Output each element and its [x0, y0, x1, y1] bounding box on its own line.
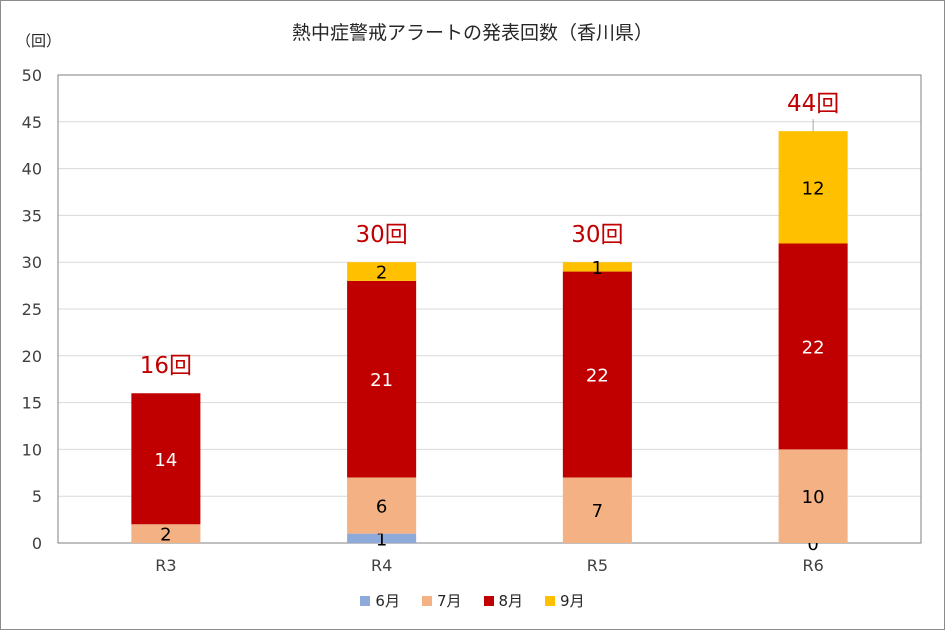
bar-segment: [778, 243, 848, 450]
bar-segment: [347, 477, 417, 534]
plot-area-border: [57, 74, 922, 544]
y-tick-label: 0: [32, 534, 42, 553]
x-tick-label: R4: [371, 556, 392, 575]
bar-segment: [131, 524, 201, 543]
bar-segment: [131, 393, 201, 525]
bar-segment: [778, 131, 848, 244]
legend-swatch: [421, 595, 432, 606]
data-label: 10: [802, 487, 825, 508]
data-label: 1: [592, 258, 603, 279]
legend-label: 7月: [436, 592, 462, 610]
y-tick-label: 5: [32, 487, 42, 506]
bar-segment: [347, 262, 417, 281]
data-label: 22: [586, 366, 609, 387]
legend-item: 8月: [483, 590, 524, 611]
x-tick-label: R5: [587, 556, 608, 575]
legend-label: 9月: [560, 592, 585, 610]
y-tick-label: 40: [22, 160, 42, 179]
legend-item: 7月: [421, 590, 462, 611]
total-label: 30回: [571, 222, 623, 248]
y-tick-label: 30: [22, 253, 42, 272]
data-label: 21: [370, 370, 393, 391]
data-label: 1: [376, 529, 387, 550]
data-label: 6: [376, 497, 387, 518]
y-tick-label: 25: [22, 300, 42, 319]
y-tick-label: 10: [22, 440, 42, 459]
chart-legend: 6月 7月 8月 9月: [0, 590, 945, 611]
y-axis-unit-label: （回）: [16, 32, 62, 50]
data-label: 12: [802, 178, 825, 199]
legend-label: 6月: [375, 592, 400, 610]
chart-title: 熱中症警戒アラートの発表回数（香川県）: [291, 22, 653, 44]
x-tick-label: R3: [155, 556, 176, 575]
y-tick-label: 35: [22, 206, 42, 225]
data-label: 7: [592, 501, 603, 522]
bar-segment: [347, 280, 417, 478]
legend-swatch: [483, 595, 494, 606]
y-tick-label: 45: [22, 113, 42, 132]
y-tick-label: 50: [22, 66, 42, 85]
bar-segment: [562, 477, 632, 543]
data-label: 2: [376, 263, 387, 284]
legend-item: 9月: [545, 590, 585, 611]
y-tick-label: 20: [22, 347, 42, 366]
data-label: 0: [807, 534, 818, 555]
legend-label: 8月: [498, 592, 524, 610]
legend-item: 6月: [360, 590, 400, 611]
bar-segment: [778, 449, 848, 543]
bar-segment: [347, 533, 417, 543]
total-label: 44回: [787, 91, 839, 117]
total-label: 30回: [355, 222, 407, 248]
data-label: 22: [802, 337, 825, 358]
y-tick-label: 15: [22, 394, 42, 413]
data-label: 14: [154, 450, 177, 471]
total-label: 16回: [140, 353, 192, 379]
legend-swatch: [545, 595, 556, 606]
data-label: 2: [160, 525, 171, 546]
legend-swatch: [360, 595, 371, 606]
x-tick-label: R6: [802, 556, 823, 575]
bar-segment: [562, 262, 632, 272]
bar-segment: [562, 271, 632, 478]
